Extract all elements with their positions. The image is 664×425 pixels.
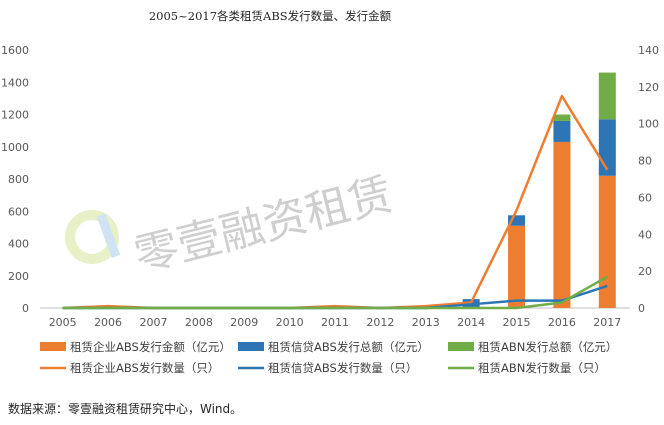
- x-tick-label: 2014: [457, 316, 485, 329]
- y-right-tick-label: 60: [638, 191, 652, 204]
- legend-label: 租赁信贷ABS发行数量（只）: [268, 361, 417, 375]
- legend-label: 租赁ABN发行数量（只）: [478, 361, 606, 375]
- legend-label: 租赁企业ABS发行数量（只）: [70, 361, 219, 375]
- y-right-tick-label: 120: [638, 81, 659, 94]
- bar: [598, 119, 616, 176]
- x-tick-label: 2016: [548, 316, 576, 329]
- legend-label: 租赁信贷ABS发行总额（亿元）: [268, 340, 429, 354]
- x-tick-label: 2013: [412, 316, 440, 329]
- legend-swatch: [40, 342, 66, 351]
- y-right-tick-label: 20: [638, 265, 652, 278]
- x-tick-label: 2005: [49, 316, 77, 329]
- x-tick-label: 2008: [185, 316, 213, 329]
- x-tick-label: 2011: [321, 316, 349, 329]
- bar: [553, 114, 571, 121]
- y-left-tick-label: 1200: [1, 109, 29, 122]
- watermark: 零壹融资租赁: [65, 169, 398, 282]
- data-source-note: 数据来源：零壹融资租赁研究中心，Wind。: [8, 402, 243, 416]
- legend-swatch: [238, 342, 264, 351]
- bar: [598, 175, 616, 308]
- x-tick-label: 2015: [503, 316, 531, 329]
- y-left-tick-label: 1000: [1, 141, 29, 154]
- watermark-text: 零壹融资租赁: [129, 169, 397, 282]
- bar: [553, 120, 571, 142]
- y-left-tick-label: 200: [8, 270, 29, 283]
- series-line: [62, 275, 608, 310]
- bar: [553, 141, 571, 308]
- watermark-logo: [65, 210, 119, 264]
- x-tick-label: 2017: [593, 316, 621, 329]
- x-tick-label: 2009: [230, 316, 258, 329]
- y-left-tick-label: 0: [22, 302, 29, 315]
- bar: [508, 215, 526, 226]
- legend-label: 租赁ABN发行总额（亿元）: [478, 340, 617, 354]
- series-line: [62, 284, 608, 310]
- y-right-tick-label: 40: [638, 228, 652, 241]
- y-left-tick-label: 1600: [1, 44, 29, 57]
- y-left-tick-label: 1400: [1, 76, 29, 89]
- y-right-tick-label: 0: [638, 302, 645, 315]
- x-tick-label: 2012: [366, 316, 394, 329]
- bar: [598, 72, 616, 120]
- legend-label: 租赁企业ABS发行金额（亿元）: [70, 340, 231, 354]
- chart-title: 2005~2017各类租赁ABS发行数量、发行金额: [149, 9, 392, 23]
- x-tick-label: 2006: [94, 316, 122, 329]
- x-tick-label: 2007: [139, 316, 167, 329]
- legend-swatch: [448, 342, 474, 351]
- watermark-logo-bar: [96, 213, 121, 259]
- x-tick-label: 2010: [276, 316, 304, 329]
- bar: [508, 225, 526, 308]
- y-right-tick-label: 140: [638, 44, 659, 57]
- y-left-tick-label: 600: [8, 205, 29, 218]
- y-right-tick-label: 100: [638, 118, 659, 131]
- y-left-tick-label: 800: [8, 173, 29, 186]
- y-left-tick-label: 400: [8, 238, 29, 251]
- y-right-tick-label: 80: [638, 155, 652, 168]
